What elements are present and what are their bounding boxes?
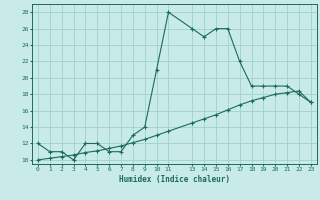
X-axis label: Humidex (Indice chaleur): Humidex (Indice chaleur) — [119, 175, 230, 184]
